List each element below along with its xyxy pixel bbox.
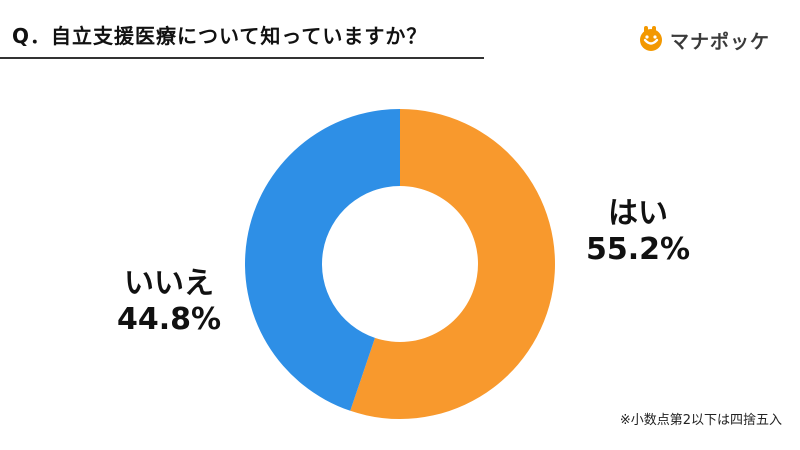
- slice-label-yes-value: 55.2%: [585, 232, 691, 267]
- brand-name: マナポッケ: [670, 30, 771, 53]
- rounding-footnote: ※小数点第2以下は四捨五入: [619, 413, 782, 428]
- brand-logo: マナポッケ: [636, 24, 770, 56]
- donut-slice-1: [245, 109, 400, 411]
- slice-label-no-value: 44.8%: [116, 302, 222, 337]
- slice-label-no-name: いいえ: [124, 266, 214, 301]
- slice-label-yes: はい 55.2%: [578, 196, 698, 268]
- slice-label-no: いいえ 44.8%: [104, 266, 234, 338]
- question-title: Q．自立支援医療について知っていますか？: [12, 24, 428, 48]
- slice-label-yes-name: はい: [608, 196, 668, 231]
- donut-slice-0: [350, 109, 556, 419]
- question-underline: [0, 57, 484, 59]
- manapocket-logo-icon: [636, 23, 666, 57]
